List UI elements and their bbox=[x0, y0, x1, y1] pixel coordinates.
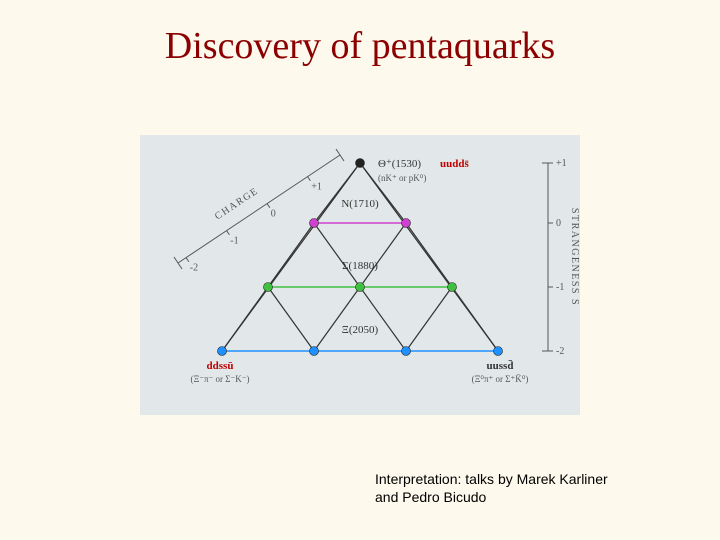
svg-text:+1: +1 bbox=[311, 182, 322, 193]
svg-text:Σ(1880): Σ(1880) bbox=[342, 260, 378, 272]
svg-text:-1: -1 bbox=[230, 236, 238, 247]
svg-text:STRANGENESS S: STRANGENESS S bbox=[569, 208, 580, 306]
svg-text:CHARGE: CHARGE bbox=[213, 185, 261, 222]
svg-text:-2: -2 bbox=[556, 346, 564, 357]
caption-line-1: Interpretation: talks by Marek Karliner bbox=[375, 470, 608, 488]
svg-text:0: 0 bbox=[271, 209, 276, 220]
svg-text:uussd̄: uussd̄ bbox=[487, 360, 514, 372]
svg-text:ddssū: ddssū bbox=[207, 360, 234, 372]
page-title: Discovery of pentaquarks bbox=[0, 24, 720, 68]
svg-text:-1: -1 bbox=[556, 282, 564, 293]
svg-text:0: 0 bbox=[556, 218, 561, 229]
svg-text:Ξ(2050): Ξ(2050) bbox=[342, 324, 379, 336]
svg-text:+1: +1 bbox=[556, 158, 567, 169]
caption: Interpretation: talks by Marek Karliner … bbox=[375, 470, 608, 506]
svg-text:N(1710): N(1710) bbox=[341, 198, 379, 210]
svg-text:Θ⁺(1530): Θ⁺(1530) bbox=[378, 158, 421, 170]
svg-text:(Ξ⁻π⁻ or Σ⁻K⁻): (Ξ⁻π⁻ or Σ⁻K⁻) bbox=[190, 374, 249, 384]
svg-text:uudds̄: uudds̄ bbox=[440, 158, 469, 170]
diagram-svg: N(1710) Σ(1880) Ξ(2050) Θ⁺(1530) uudds̄ (nK⁺ … bbox=[140, 135, 580, 415]
svg-text:(nK⁺ or pK⁰): (nK⁺ or pK⁰) bbox=[378, 173, 426, 183]
svg-text:(Ξ⁰π⁺ or Σ⁺K̄⁰): (Ξ⁰π⁺ or Σ⁺K̄⁰) bbox=[472, 374, 529, 384]
caption-line-2: and Pedro Bicudo bbox=[375, 488, 608, 506]
pentaquark-diagram: N(1710) Σ(1880) Ξ(2050) Θ⁺(1530) uudds̄ (nK⁺ … bbox=[140, 135, 580, 415]
svg-text:-2: -2 bbox=[190, 263, 198, 274]
